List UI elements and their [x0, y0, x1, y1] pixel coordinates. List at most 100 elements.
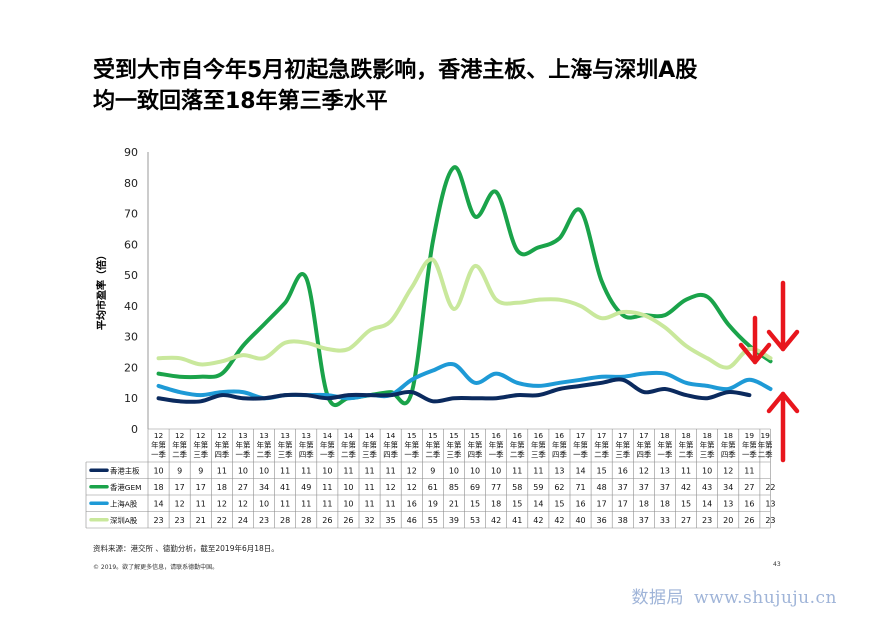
data-value-label: 9 [198, 466, 203, 475]
data-value-label: 10 [322, 466, 332, 475]
data-value-label: 23 [153, 516, 163, 525]
x-tick-label: 二季 [172, 450, 187, 459]
data-value-label: 55 [428, 516, 438, 525]
data-value-label: 49 [301, 483, 311, 492]
legend-label: 香港主板 [110, 466, 140, 475]
series-line-1 [156, 165, 773, 408]
x-tick-label: 三季 [447, 450, 462, 459]
data-value-label: 37 [639, 483, 649, 492]
data-value-label: 42 [554, 516, 564, 525]
data-value-label: 46 [407, 516, 417, 525]
x-tick-label: 年第 [758, 441, 773, 450]
x-tick-label: 三季 [362, 450, 377, 459]
data-value-label: 11 [364, 499, 374, 508]
data-value-label: 28 [301, 516, 311, 525]
data-value-label: 34 [723, 483, 733, 492]
y-tick-label: 70 [124, 208, 138, 221]
data-value-label: 48 [597, 483, 607, 492]
x-tick-label: 四季 [721, 450, 736, 459]
x-tick-label: 二季 [594, 450, 609, 459]
x-tick-label: 19 [760, 431, 770, 440]
data-value-label: 21 [196, 516, 206, 525]
x-tick-label: 年第 [341, 441, 356, 450]
data-value-label: 11 [681, 466, 691, 475]
x-tick-label: 16 [513, 431, 523, 440]
data-value-label: 11 [280, 466, 290, 475]
data-value-label: 43 [702, 483, 712, 492]
data-value-label: 71 [575, 483, 585, 492]
x-tick-label: 12 [154, 431, 163, 440]
data-value-label: 62 [554, 483, 564, 492]
x-tick-label: 年第 [700, 441, 715, 450]
watermark-url: www.shujuju.cn [694, 588, 837, 608]
data-value-label: 11 [386, 499, 396, 508]
up-arrow-head [766, 391, 800, 414]
copyright-note: © 2019。欲了解更多信息，请联系德勤中国。 [93, 564, 219, 571]
x-tick-label: 年第 [278, 441, 293, 450]
x-tick-label: 15 [449, 431, 459, 440]
data-value-label: 26 [343, 516, 353, 525]
x-tick-label: 年第 [404, 441, 419, 450]
x-tick-label: 二季 [257, 450, 272, 459]
data-value-label: 36 [597, 516, 607, 525]
x-tick-label: 四季 [383, 450, 398, 459]
x-tick-label: 年第 [214, 441, 229, 450]
data-value-label: 13 [723, 499, 733, 508]
x-tick-label: 13 [280, 431, 290, 440]
data-value-label: 17 [597, 499, 607, 508]
data-value-label: 17 [618, 499, 628, 508]
data-value-label: 10 [153, 466, 163, 475]
x-tick-label: 年第 [320, 441, 335, 450]
data-value-label: 18 [153, 483, 163, 492]
series-line-3 [156, 257, 773, 370]
data-value-label: 23 [175, 516, 185, 525]
data-value-label: 22 [217, 516, 227, 525]
x-tick-label: 年第 [362, 441, 377, 450]
x-tick-label: 15 [428, 431, 438, 440]
data-value-label: 15 [470, 499, 480, 508]
x-tick-label: 15 [470, 431, 480, 440]
data-value-label: 18 [639, 499, 649, 508]
watermark-cn: 数据局 [631, 588, 685, 608]
data-value-label: 53 [470, 516, 480, 525]
x-tick-label: 年第 [299, 441, 314, 450]
page-number: 43 [773, 561, 781, 568]
data-value-label: 27 [238, 483, 248, 492]
x-tick-label: 年第 [742, 441, 757, 450]
data-value-label: 38 [618, 516, 628, 525]
legend-label: 深圳A股 [110, 516, 138, 525]
data-value-label: 59 [533, 483, 543, 492]
x-tick-label: 二季 [758, 450, 773, 459]
data-value-label: 77 [491, 483, 501, 492]
data-value-label: 37 [660, 483, 670, 492]
down-arrow-right-head [766, 329, 800, 352]
data-value-label: 15 [597, 466, 607, 475]
x-tick-label: 一季 [151, 450, 166, 459]
data-value-label: 39 [449, 516, 459, 525]
data-value-label: 10 [343, 499, 353, 508]
x-tick-label: 年第 [193, 441, 208, 450]
x-tick-label: 16 [555, 431, 565, 440]
data-value-label: 14 [702, 499, 712, 508]
x-tick-label: 一季 [320, 450, 335, 459]
x-tick-label: 年第 [594, 441, 609, 450]
data-value-label: 23 [702, 516, 712, 525]
legend-label: 香港GEM [110, 483, 142, 492]
data-value-label: 21 [449, 499, 459, 508]
x-tick-label: 四季 [299, 450, 314, 459]
x-tick-label: 一季 [236, 450, 251, 459]
source-note: 资料来源：港交所 、德勤分析，截至2019年6月18日。 [93, 544, 279, 553]
data-value-label: 23 [259, 516, 269, 525]
data-value-label: 69 [470, 483, 480, 492]
data-value-label: 10 [259, 466, 269, 475]
y-tick-label: 20 [124, 361, 138, 374]
data-value-label: 41 [512, 516, 522, 525]
y-tick-label: 30 [124, 331, 138, 344]
x-tick-label: 13 [238, 431, 248, 440]
data-value-label: 12 [175, 499, 185, 508]
data-value-label: 14 [153, 499, 163, 508]
data-value-label: 85 [449, 483, 459, 492]
data-value-label: 40 [575, 516, 585, 525]
data-value-label: 32 [364, 516, 374, 525]
x-tick-label: 14 [386, 431, 396, 440]
